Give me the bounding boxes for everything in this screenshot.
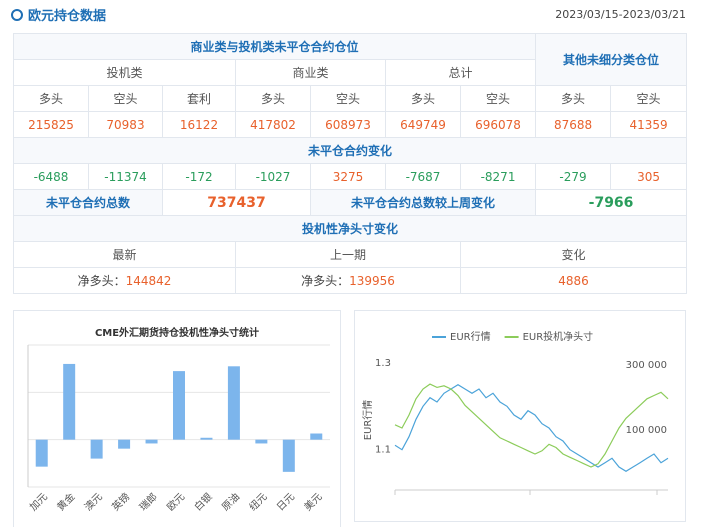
column-header: 空头 bbox=[459, 85, 537, 112]
total-value: 737437 bbox=[162, 189, 311, 216]
position-value: 70983 bbox=[88, 111, 163, 138]
position-value: 649749 bbox=[385, 111, 461, 138]
net-latest: 净多头：144842 bbox=[13, 267, 236, 294]
x-tick-label: 英镑 bbox=[109, 490, 132, 513]
position-value: 87688 bbox=[535, 111, 612, 138]
bar bbox=[310, 433, 323, 440]
legend-label: EUR投机净头寸 bbox=[523, 330, 594, 343]
chart-title: CME外汇期货持仓投机性净头寸统计 bbox=[95, 326, 259, 339]
group-header: 总计 bbox=[384, 59, 537, 86]
x-tick-label: 纽元 bbox=[246, 490, 269, 513]
total-change-label: 未平仓合约总数较上周变化 bbox=[309, 189, 537, 216]
column-header: 多头 bbox=[13, 85, 89, 112]
series-line bbox=[394, 383, 669, 468]
y2-tick-label: 300 000 bbox=[626, 360, 667, 371]
series-line bbox=[394, 383, 669, 473]
x-tick-label: 白银 bbox=[191, 490, 214, 513]
date-range: 2023/03/15-2023/03/21 bbox=[555, 8, 686, 21]
legend-label: EUR行情 bbox=[450, 330, 491, 343]
net-prefix: 净多头： bbox=[77, 274, 126, 288]
bar bbox=[35, 439, 48, 467]
net-title: 投机性净头寸变化 bbox=[12, 215, 688, 242]
net-change: 4886 bbox=[459, 267, 688, 294]
line-panel bbox=[354, 310, 686, 522]
y2-tick-label: 100 000 bbox=[626, 425, 667, 436]
column-header: 空头 bbox=[610, 85, 688, 112]
bar bbox=[118, 439, 131, 449]
net-value: 144842 bbox=[125, 274, 172, 288]
net-previous: 净多头：139956 bbox=[235, 267, 461, 294]
net-value: 139956 bbox=[349, 274, 395, 288]
change-value: -172 bbox=[162, 163, 236, 190]
bar bbox=[282, 439, 295, 472]
x-tick-label: 澳元 bbox=[82, 490, 105, 513]
bar bbox=[200, 437, 213, 440]
y-axis-label: EUR行情 bbox=[361, 400, 374, 441]
bar bbox=[145, 439, 158, 444]
x-tick-label: 瑞郎 bbox=[136, 490, 159, 513]
net-header: 变化 bbox=[459, 241, 688, 268]
bar bbox=[255, 439, 268, 444]
bar-panel bbox=[13, 310, 341, 527]
change-value: -279 bbox=[535, 163, 612, 190]
position-table: 商业类与投机类未平仓合约仓位 其他未细分类仓位 投机类 商业类 总计 多头 空头套… bbox=[12, 33, 688, 294]
change-value: -7687 bbox=[385, 163, 461, 190]
x-tick-label: 黄金 bbox=[54, 490, 77, 513]
y-tick-label: 1.1 bbox=[375, 445, 391, 456]
y-tick-label: 1.3 bbox=[375, 358, 391, 369]
net-header: 上一期 bbox=[235, 241, 461, 268]
page-title: 欧元持仓数据 bbox=[28, 9, 107, 24]
column-header: 多头 bbox=[385, 85, 461, 112]
header-icon bbox=[11, 9, 23, 21]
bar bbox=[90, 439, 103, 459]
bar bbox=[227, 366, 240, 440]
x-tick-label: 欧元 bbox=[165, 491, 188, 514]
bar bbox=[63, 363, 76, 440]
group-header: 投机类 bbox=[13, 59, 236, 86]
group-title: 商业类与投机类未平仓合约仓位 bbox=[12, 33, 537, 60]
change-value: 305 bbox=[610, 163, 688, 190]
total-label: 未平仓合约总数 bbox=[13, 189, 163, 216]
x-tick-label: 美元 bbox=[301, 490, 324, 513]
change-value: -8271 bbox=[459, 163, 537, 190]
change-value: 3275 bbox=[310, 163, 386, 190]
net-prefix: 净多头： bbox=[301, 274, 350, 288]
x-tick-label: 日元 bbox=[275, 491, 297, 513]
position-value: 16122 bbox=[162, 111, 236, 138]
x-tick-label: 原油 bbox=[219, 490, 242, 513]
total-change-value: -7966 bbox=[535, 189, 688, 216]
bar bbox=[173, 371, 185, 440]
x-tick-label: 加元 bbox=[27, 491, 50, 514]
